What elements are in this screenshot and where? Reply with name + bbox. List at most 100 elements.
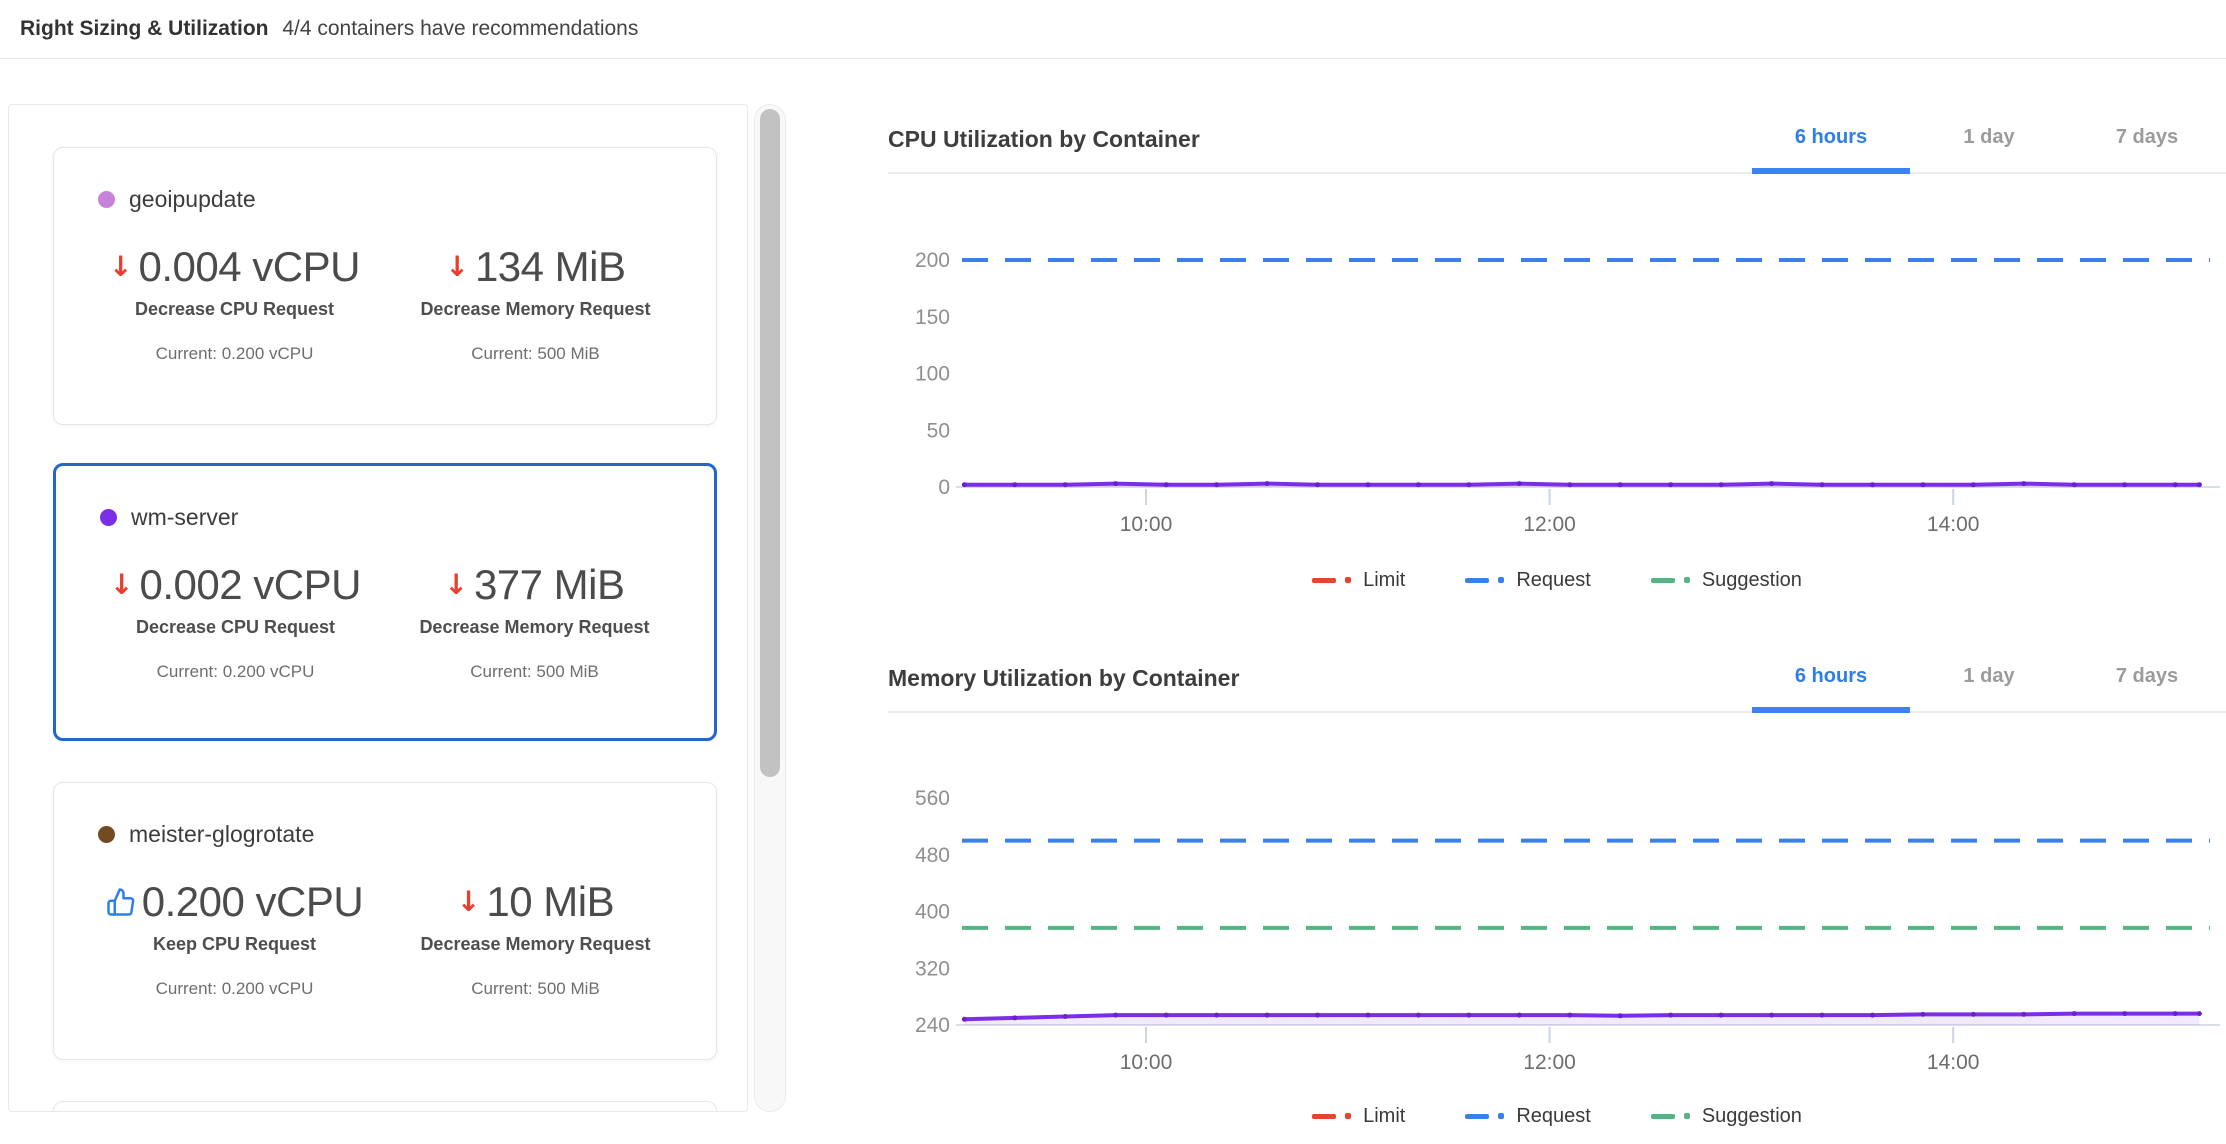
svg-text:200: 200 xyxy=(915,249,950,272)
legend-item-suggestion[interactable]: Suggestion xyxy=(1650,1104,1802,1128)
cpu-recommendation-action: Keep CPU Request xyxy=(152,934,317,954)
memory-current-request: Current: 500 MiB xyxy=(471,344,600,363)
memory-recommendation-value: 10 MiB xyxy=(486,878,615,925)
memory-chart-header: Memory Utilization by Container 6 hours … xyxy=(888,645,2226,713)
tab-6-hours[interactable]: 6 hours xyxy=(1752,106,1910,174)
tab-7-days[interactable]: 7 days xyxy=(2115,125,2179,148)
header-divider xyxy=(0,58,2226,59)
memory-recommendation-value: 134 MiB xyxy=(474,243,626,290)
cpu-time-range-tabs: 6 hours 1 day 7 days xyxy=(1752,106,2226,174)
cpu-recommendation-value: 0.004 vCPU xyxy=(138,243,361,290)
legend-label: Limit xyxy=(1363,568,1406,591)
tab-6-hours[interactable]: 6 hours xyxy=(1752,645,1910,713)
card-title-row: meister-glogrotate xyxy=(98,821,716,848)
container-name: meister-glogrotate xyxy=(129,821,315,847)
legend-item-request[interactable]: Request xyxy=(1465,1105,1591,1128)
memory-recommendation-action: Decrease Memory Request xyxy=(420,934,651,954)
svg-text:10:00: 10:00 xyxy=(1120,513,1173,536)
memory-metric: ↓ 10 MiB Decrease Memory Request Current… xyxy=(385,878,686,999)
memory-recommendation-action: Decrease Memory Request xyxy=(419,617,650,637)
request-dash-icon xyxy=(1465,577,1505,583)
tab-1-day[interactable]: 1 day xyxy=(1963,664,2015,687)
memory-metric: ↓ 134 MiB Decrease Memory Request Curren… xyxy=(385,243,686,364)
cpu-recommendation-action: Decrease CPU Request xyxy=(134,299,335,319)
container-list-panel: geoipupdate ↓ 0.004 vCPU Decrease CPU Re… xyxy=(8,104,748,1112)
decrease-arrow-icon: ↓ xyxy=(110,568,134,601)
container-card-wm-server[interactable]: wm-server ↓ 0.002 vCPU Decrease CPU Requ… xyxy=(53,463,717,741)
svg-text:0: 0 xyxy=(938,476,950,499)
decrease-arrow-icon: ↓ xyxy=(109,250,133,283)
cpu-chart-title: CPU Utilization by Container xyxy=(888,125,1200,152)
svg-text:320: 320 xyxy=(915,957,950,980)
card-metrics: 0.200 vCPU Keep CPU Request Current: 0.2… xyxy=(54,878,716,999)
legend-item-request[interactable]: Request xyxy=(1465,569,1591,592)
container-color-dot xyxy=(98,191,115,208)
legend-item-limit[interactable]: Limit xyxy=(1312,569,1405,592)
cpu-recommendation-value: 0.200 vCPU xyxy=(141,878,364,925)
cpu-recommendation-value: 0.002 vCPU xyxy=(139,561,362,608)
tab-1-day[interactable]: 1 day xyxy=(1963,125,2015,148)
svg-text:100: 100 xyxy=(915,363,950,386)
decrease-arrow-icon: ↓ xyxy=(445,250,469,283)
container-name: geoipupdate xyxy=(129,186,256,212)
cpu-metric: ↓ 0.004 vCPU Decrease CPU Request Curren… xyxy=(84,243,385,364)
svg-text:560: 560 xyxy=(915,787,950,810)
legend-label: Request xyxy=(1516,568,1591,591)
request-dash-icon xyxy=(1465,1113,1505,1119)
list-scrollbar-thumb[interactable] xyxy=(760,109,780,777)
container-color-dot xyxy=(98,826,115,843)
card-title-row: wm-server xyxy=(100,504,714,531)
container-card-meister-glogrotate[interactable]: meister-glogrotate 0.200 vCPU Keep CPU R… xyxy=(53,782,717,1060)
suggestion-dash-icon xyxy=(1650,577,1690,583)
svg-text:12:00: 12:00 xyxy=(1523,1051,1576,1074)
svg-text:400: 400 xyxy=(915,901,950,924)
cpu-current-request: Current: 0.200 vCPU xyxy=(156,662,315,681)
limit-dash-icon xyxy=(1312,577,1352,583)
svg-text:14:00: 14:00 xyxy=(1927,513,1980,536)
decrease-arrow-icon: ↓ xyxy=(456,885,481,918)
cpu-utilization-chart[interactable]: 0 50 100 150 200 10:00 12:00 14:00 xyxy=(888,190,2226,550)
legend-label: Limit xyxy=(1363,1104,1406,1127)
memory-current-request: Current: 500 MiB xyxy=(470,662,599,681)
memory-recommendation-action: Decrease Memory Request xyxy=(420,299,651,319)
card-metrics: ↓ 0.004 vCPU Decrease CPU Request Curren… xyxy=(54,243,716,364)
container-name: wm-server xyxy=(131,504,239,530)
svg-text:240: 240 xyxy=(915,1014,950,1037)
cpu-metric: ↓ 0.002 vCPU Decrease CPU Request Curren… xyxy=(86,561,385,682)
legend-item-limit[interactable]: Limit xyxy=(1312,1105,1405,1128)
cpu-recommendation-action: Decrease CPU Request xyxy=(135,617,336,637)
cpu-current-request: Current: 0.200 vCPU xyxy=(155,344,314,363)
svg-text:480: 480 xyxy=(915,844,950,867)
memory-chart-legend: Limit Request Suggestion xyxy=(888,1096,2226,1136)
container-color-dot xyxy=(100,509,117,526)
card-metrics: ↓ 0.002 vCPU Decrease CPU Request Curren… xyxy=(56,561,714,682)
list-scrollbar-track[interactable] xyxy=(754,104,786,1112)
legend-label: Suggestion xyxy=(1701,1104,1802,1127)
memory-recommendation-value: 377 MiB xyxy=(473,561,625,608)
container-card-partial[interactable] xyxy=(53,1101,717,1111)
container-card-geoipupdate[interactable]: geoipupdate ↓ 0.004 vCPU Decrease CPU Re… xyxy=(53,147,717,425)
limit-dash-icon xyxy=(1312,1113,1352,1119)
page-subtitle: 4/4 containers have recommendations xyxy=(282,17,639,40)
legend-item-suggestion[interactable]: Suggestion xyxy=(1650,569,1802,592)
page-title: Right Sizing & Utilization xyxy=(20,17,269,40)
cpu-chart-legend: Limit Request Suggestion xyxy=(888,560,2226,600)
decrease-arrow-icon: ↓ xyxy=(444,568,468,601)
suggestion-dash-icon xyxy=(1650,1113,1690,1119)
svg-text:50: 50 xyxy=(927,419,950,442)
svg-text:10:00: 10:00 xyxy=(1120,1051,1173,1074)
memory-time-range-tabs: 6 hours 1 day 7 days xyxy=(1752,645,2226,713)
memory-utilization-chart[interactable]: 240 320 400 480 560 10:00 12:00 14:00 xyxy=(888,740,2226,1080)
svg-text:150: 150 xyxy=(915,306,950,329)
cpu-current-request: Current: 0.200 vCPU xyxy=(155,979,314,998)
cpu-metric: 0.200 vCPU Keep CPU Request Current: 0.2… xyxy=(84,878,385,999)
svg-text:12:00: 12:00 xyxy=(1523,513,1576,536)
memory-chart-title: Memory Utilization by Container xyxy=(888,664,1240,691)
thumbs-up-icon xyxy=(106,887,136,917)
svg-text:14:00: 14:00 xyxy=(1927,1051,1980,1074)
tab-7-days[interactable]: 7 days xyxy=(2115,664,2179,687)
memory-metric: ↓ 377 MiB Decrease Memory Request Curren… xyxy=(385,561,684,682)
legend-label: Request xyxy=(1516,1104,1591,1127)
card-title-row: geoipupdate xyxy=(98,186,716,213)
